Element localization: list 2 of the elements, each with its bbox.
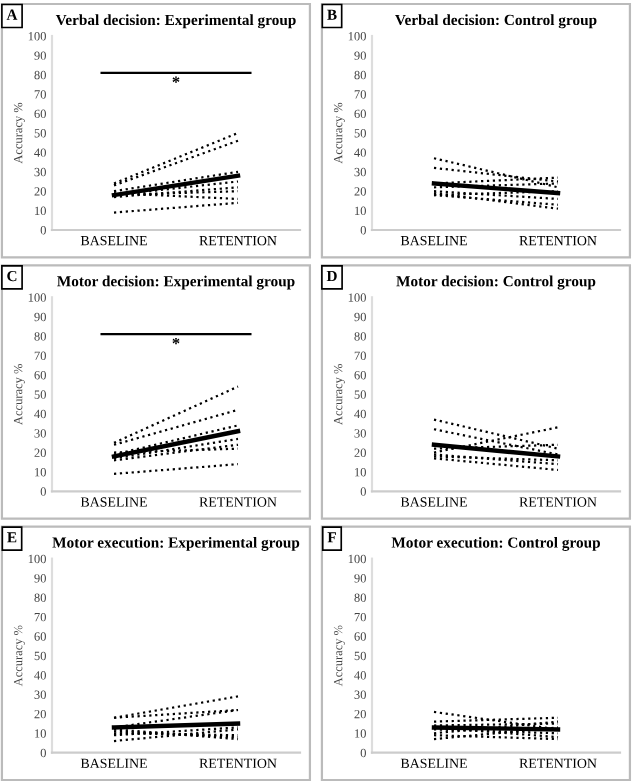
annotation: * [172,76,180,83]
annotation: * [172,337,180,345]
